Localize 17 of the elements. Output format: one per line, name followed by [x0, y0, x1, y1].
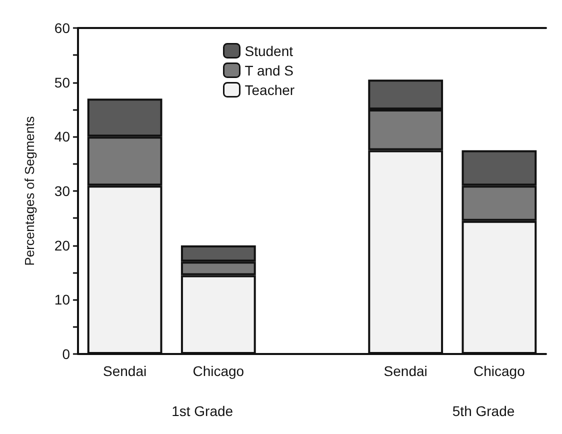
- y-tick-label: 60: [54, 20, 70, 36]
- legend-label: T and S: [244, 62, 294, 78]
- text: 5th Grade: [452, 403, 515, 419]
- y-tick-label: 30: [54, 183, 70, 199]
- y-tick-label: 10: [54, 292, 70, 308]
- legend-label: Teacher: [244, 82, 295, 98]
- y-axis-title: Percentages of Segments: [22, 116, 37, 266]
- x-tick-label: Sendai: [384, 363, 428, 379]
- legend-label: Student: [244, 42, 294, 59]
- text: 1st Grade: [172, 403, 234, 419]
- x-tick-label: Chicago: [474, 363, 526, 379]
- x-tick-label: Sendai: [103, 363, 147, 379]
- y-tick-label: 0: [62, 346, 70, 362]
- y-tick-label: 40: [54, 128, 70, 145]
- y-tick-label: 50: [54, 74, 70, 90]
- x-tick-label: Chicago: [192, 363, 244, 379]
- y-tick-label: 20: [54, 237, 70, 254]
